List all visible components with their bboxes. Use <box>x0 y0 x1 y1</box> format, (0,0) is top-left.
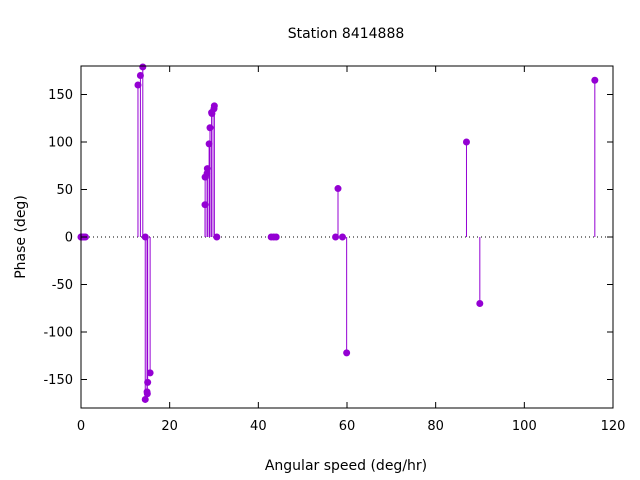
phase-point <box>462 138 470 146</box>
y-tick-label: 0 <box>65 231 73 246</box>
phase-point <box>343 349 351 357</box>
x-tick-label: 60 <box>339 419 356 434</box>
x-tick-label: 0 <box>77 419 85 434</box>
chart-title: Station 8414888 <box>288 26 405 42</box>
phase-point <box>203 165 211 173</box>
phase-point <box>210 102 218 110</box>
phase-point <box>141 395 149 403</box>
phase-point <box>332 233 340 241</box>
phase-point <box>144 378 152 386</box>
x-tick-label: 20 <box>161 419 178 434</box>
phase-point <box>139 63 147 71</box>
y-tick-label: -100 <box>43 326 73 341</box>
phase-points <box>77 63 599 403</box>
y-tick-label: -150 <box>43 373 73 388</box>
phase-point <box>143 390 151 398</box>
phase-point <box>141 233 149 241</box>
x-axis-label: Angular speed (deg/hr) <box>265 458 427 474</box>
x-tick-label: 40 <box>250 419 267 434</box>
phase-point <box>476 300 484 307</box>
phase-point <box>272 233 280 241</box>
phase-point <box>146 369 154 377</box>
x-axis-ticks: 0 20 40 60 80 100 120 <box>77 66 626 434</box>
phase-point <box>206 124 214 132</box>
phase-point <box>591 76 599 84</box>
phase-point <box>334 185 342 193</box>
phase-point <box>205 140 213 148</box>
y-tick-label: 100 <box>48 136 73 151</box>
y-axis-label: Phase (deg) <box>13 195 29 279</box>
x-tick-label: 120 <box>601 419 626 434</box>
phase-point <box>338 233 346 241</box>
y-tick-label: -50 <box>52 278 73 293</box>
phase-point <box>136 72 144 79</box>
y-axis-ticks: -150 -100 -50 0 50 100 150 <box>43 88 613 388</box>
y-tick-label: 50 <box>56 183 73 198</box>
phase-point <box>134 81 142 89</box>
phase-point <box>201 201 209 209</box>
x-tick-label: 80 <box>427 419 444 434</box>
phase-stems <box>137 66 596 400</box>
phase-point <box>213 233 221 241</box>
x-tick-label: 100 <box>512 419 537 434</box>
y-tick-label: 150 <box>48 88 73 103</box>
